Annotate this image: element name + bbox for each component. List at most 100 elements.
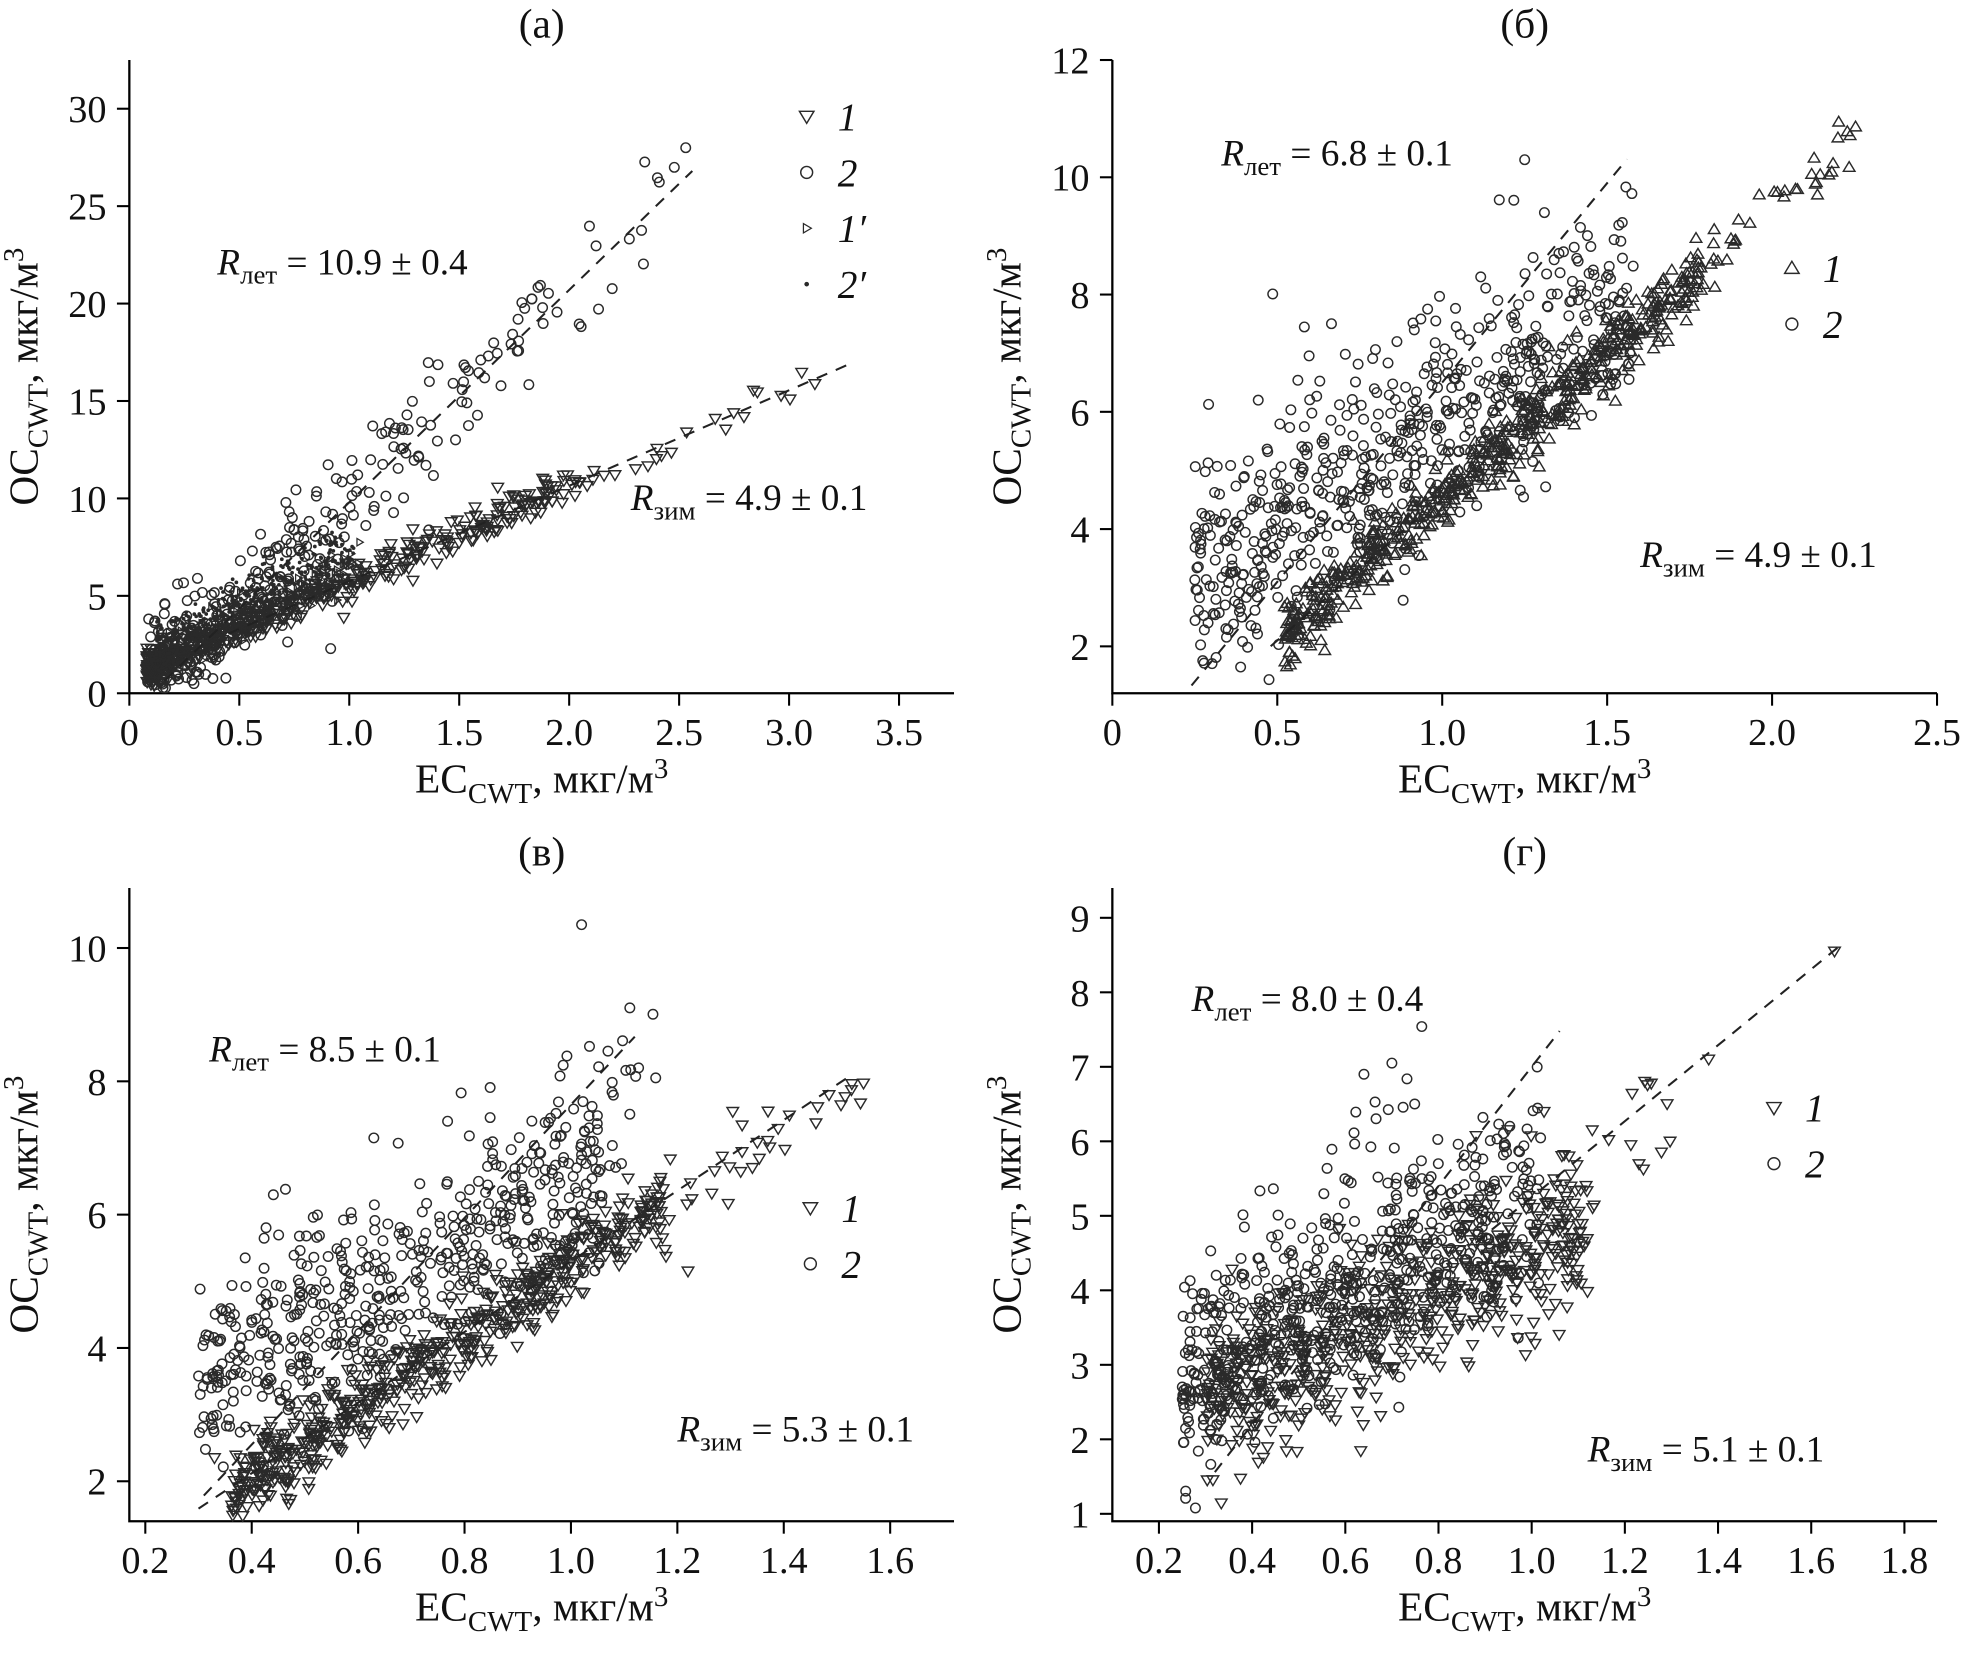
x-tick-label: 0.5 bbox=[215, 712, 263, 754]
regression-line bbox=[227, 362, 852, 635]
data-points bbox=[1176, 946, 1842, 1514]
panel-title: (г) bbox=[1502, 828, 1547, 875]
regression-line bbox=[197, 1072, 854, 1510]
y-tick-label: 3 bbox=[1070, 1345, 1089, 1387]
panel-b: (б) 0 0.5 1.0 1.5 2.0 2.5 2 4 6 8 10 12 Rлет = 6.8 ± … bbox=[983, 0, 1966, 828]
x-tick-label: 0.4 bbox=[1228, 1540, 1276, 1582]
legend-item: 2 bbox=[800, 151, 858, 195]
panel-v: (в) 0.2 0.4 0.6 0.8 1.0 1.2 1.4 1.6 2 4 6 8 10 Rлет = … bbox=[0, 828, 983, 1656]
x-tick-label: 0.5 bbox=[1253, 712, 1301, 754]
annotation-лет: Rлет = 10.9 ± 0.4 bbox=[216, 242, 468, 289]
legend-label: 1′ bbox=[838, 207, 868, 251]
legend-label: 1 bbox=[1805, 1086, 1825, 1130]
y-tick-label: 1 bbox=[1070, 1494, 1089, 1536]
panel-g: (г) 0.2 0.4 0.6 0.8 1.0 1.2 1.4 1.6 1.8 1 2 3 4 5 6 7 8 9 R… bbox=[983, 828, 1966, 1656]
x-tick-label: 1.5 bbox=[1583, 712, 1631, 754]
y-tick-label: 8 bbox=[1070, 275, 1089, 317]
regression-line bbox=[1475, 945, 1840, 1244]
legend-item: 1 bbox=[1765, 1086, 1825, 1130]
panel-title: (а) bbox=[519, 0, 565, 47]
annotation-зим: Rзим = 5.1 ± 0.1 bbox=[1587, 1429, 1825, 1476]
annotation-лет: Rлет = 8.5 ± 0.1 bbox=[208, 1029, 441, 1076]
annotation-зим: Rзим = 4.9 ± 0.1 bbox=[1639, 535, 1877, 582]
y-tick-label: 6 bbox=[1070, 392, 1089, 434]
legend-item: 2 bbox=[803, 1242, 861, 1286]
legend-label: 1 bbox=[838, 95, 858, 139]
x-tick-label: 1.4 bbox=[760, 1540, 808, 1582]
x-tick-label: 0.2 bbox=[1135, 1540, 1183, 1582]
y-tick-label: 5 bbox=[87, 576, 106, 618]
y-tick-label: 2 bbox=[1070, 1420, 1089, 1462]
y-tick-label: 10 bbox=[68, 479, 106, 521]
x-tick-label: 3.5 bbox=[875, 712, 923, 754]
y-tick-label: 10 bbox=[1051, 158, 1089, 200]
legend-label: 2 bbox=[838, 151, 858, 195]
data-points bbox=[139, 142, 822, 694]
y-tick-label: 2 bbox=[87, 1462, 106, 1504]
legend-item: 2 bbox=[1767, 1142, 1825, 1186]
legend-item: 1 bbox=[798, 95, 858, 139]
annotation-зим: Rзим = 4.9 ± 0.1 bbox=[630, 478, 868, 525]
x-tick-label: 3.0 bbox=[765, 712, 813, 754]
x-tick-label: 2.5 bbox=[1913, 712, 1961, 754]
x-tick-label: 0.8 bbox=[441, 1540, 489, 1582]
y-tick-label: 25 bbox=[68, 187, 106, 229]
y-tick-label: 6 bbox=[1070, 1122, 1089, 1164]
x-tick-label: 0 bbox=[120, 712, 139, 754]
x-tick-label: 0.6 bbox=[1321, 1540, 1369, 1582]
y-axis-label: OCCWT, мкг/м3 bbox=[983, 1075, 1038, 1333]
y-tick-label: 15 bbox=[68, 381, 106, 423]
x-tick-label: 1.0 bbox=[1508, 1540, 1556, 1582]
x-tick-label: 0.6 bbox=[334, 1540, 382, 1582]
annotation-лет: Rлет = 8.0 ± 0.4 bbox=[1191, 979, 1424, 1026]
y-tick-label: 4 bbox=[1070, 510, 1089, 552]
legend-item: 2 bbox=[1785, 302, 1843, 346]
x-tick-label: 2.0 bbox=[1748, 712, 1796, 754]
legend-item: 2′ bbox=[804, 263, 867, 307]
y-tick-label: 4 bbox=[1070, 1271, 1089, 1313]
y-tick-label: 9 bbox=[1070, 898, 1089, 940]
legend-label: 1 bbox=[841, 1186, 861, 1230]
panel-a: (а) 0 0.5 1.0 1.5 2.0 2.5 3.0 3.5 0 5 10 15 20 25 30 Rле… bbox=[0, 0, 983, 828]
legend-item: 1 bbox=[1783, 247, 1843, 291]
regression-line bbox=[203, 1035, 636, 1497]
data-points bbox=[193, 918, 871, 1523]
y-tick-label: 2 bbox=[1070, 627, 1089, 669]
y-tick-label: 12 bbox=[1051, 40, 1089, 82]
y-tick-label: 8 bbox=[87, 1062, 106, 1104]
x-tick-label: 1.6 bbox=[866, 1540, 914, 1582]
legend-label: 2 bbox=[1805, 1142, 1825, 1186]
x-tick-label: 1.4 bbox=[1694, 1540, 1742, 1582]
x-axis-label: ECCWT, мкг/м3 bbox=[1398, 1581, 1651, 1638]
y-axis-label: OCCWT, мкг/м3 bbox=[983, 248, 1038, 506]
panel-title: (в) bbox=[518, 828, 565, 875]
x-tick-label: 2.0 bbox=[545, 712, 593, 754]
x-tick-label: 1.8 bbox=[1880, 1540, 1928, 1582]
x-tick-label: 1.0 bbox=[547, 1540, 595, 1582]
x-tick-label: 0.8 bbox=[1415, 1540, 1463, 1582]
y-tick-label: 20 bbox=[68, 284, 106, 326]
x-tick-label: 0.2 bbox=[121, 1540, 169, 1582]
regression-line bbox=[163, 170, 694, 682]
scatter-plot-a: (а) 0 0.5 1.0 1.5 2.0 2.5 3.0 3.5 0 5 10 15 20 25 30 Rле… bbox=[0, 0, 955, 810]
y-axis-label: OCCWT, мкг/м3 bbox=[0, 248, 55, 506]
y-axis-label: OCCWT, мкг/м3 bbox=[0, 1075, 55, 1333]
scatter-plot-g: (г) 0.2 0.4 0.6 0.8 1.0 1.2 1.4 1.6 1.8 1 2 3 4 5 6 7 8 9 R… bbox=[983, 828, 1938, 1638]
data-points bbox=[1189, 114, 1863, 686]
axes bbox=[1111, 887, 1938, 1523]
x-tick-label: 1.2 bbox=[653, 1540, 701, 1582]
y-tick-label: 5 bbox=[1070, 1196, 1089, 1238]
y-tick-label: 4 bbox=[87, 1328, 106, 1370]
x-axis-label: ECCWT, мкг/м3 bbox=[415, 753, 668, 810]
x-axis-label: ECCWT, мкг/м3 bbox=[1398, 753, 1651, 810]
x-axis-label: ECCWT, мкг/м3 bbox=[415, 1581, 668, 1638]
x-tick-label: 2.5 bbox=[655, 712, 703, 754]
annotation-зим: Rзим = 5.3 ± 0.1 bbox=[676, 1409, 914, 1456]
annotation-лет: Rлет = 6.8 ± 0.1 bbox=[1220, 134, 1453, 181]
y-tick-label: 6 bbox=[87, 1195, 106, 1237]
y-tick-label: 0 bbox=[87, 674, 106, 716]
y-tick-label: 8 bbox=[1070, 973, 1089, 1015]
y-tick-label: 30 bbox=[68, 89, 106, 131]
